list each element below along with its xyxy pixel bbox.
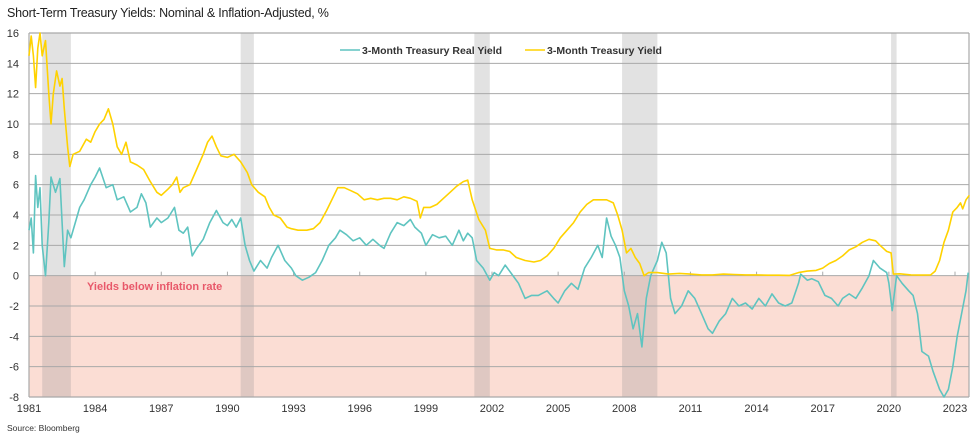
- legend-label: 3-Month Treasury Yield: [547, 45, 662, 57]
- below-inflation-annotation: Yields below inflation rate: [87, 281, 222, 293]
- y-tick-label: -2: [9, 301, 19, 313]
- y-tick-label: 6: [13, 180, 19, 192]
- y-tick-label: 0: [13, 271, 19, 283]
- y-tick-label: -4: [9, 331, 19, 343]
- x-tick-label: 1990: [215, 403, 239, 415]
- x-tick-label: 1993: [281, 403, 305, 415]
- x-tick-label: 2017: [810, 403, 834, 415]
- legend: 3-Month Treasury Real Yield 3-Month Treas…: [340, 45, 662, 57]
- series-lines: [28, 32, 970, 398]
- y-tick-label: 12: [7, 89, 19, 101]
- x-tick-label: 1987: [149, 403, 173, 415]
- legend-label: 3-Month Treasury Real Yield: [362, 45, 502, 57]
- x-tick-label: 1999: [414, 403, 438, 415]
- y-tick-label: 4: [13, 210, 19, 222]
- x-tick-label: 2014: [744, 403, 768, 415]
- y-tick-label: 8: [13, 149, 19, 161]
- source-note: Source: Bloomberg: [7, 423, 80, 433]
- real-yield-line: [28, 167, 969, 398]
- nominal-yield-line: [28, 32, 970, 277]
- x-tick-label: 1996: [347, 403, 371, 415]
- x-tick-label: 2023: [943, 403, 967, 415]
- y-tick-label: -6: [9, 362, 19, 374]
- x-tick-label: 1981: [17, 403, 41, 415]
- x-tick-label: 2020: [877, 403, 901, 415]
- y-tick-label: 10: [7, 119, 19, 131]
- y-tick-label: 16: [7, 28, 19, 40]
- x-tick-label: 2008: [612, 403, 636, 415]
- y-tick-label: 14: [7, 58, 19, 70]
- x-tick-label: 2002: [480, 403, 504, 415]
- y-tick-label: 2: [13, 240, 19, 252]
- x-tick-label: 1984: [83, 403, 107, 415]
- x-tick-label: 2011: [679, 403, 703, 415]
- x-tick-label: 2005: [546, 403, 570, 415]
- chart-title: Short-Term Treasury Yields: Nominal & In…: [7, 6, 329, 20]
- y-tick-label: -8: [9, 392, 19, 404]
